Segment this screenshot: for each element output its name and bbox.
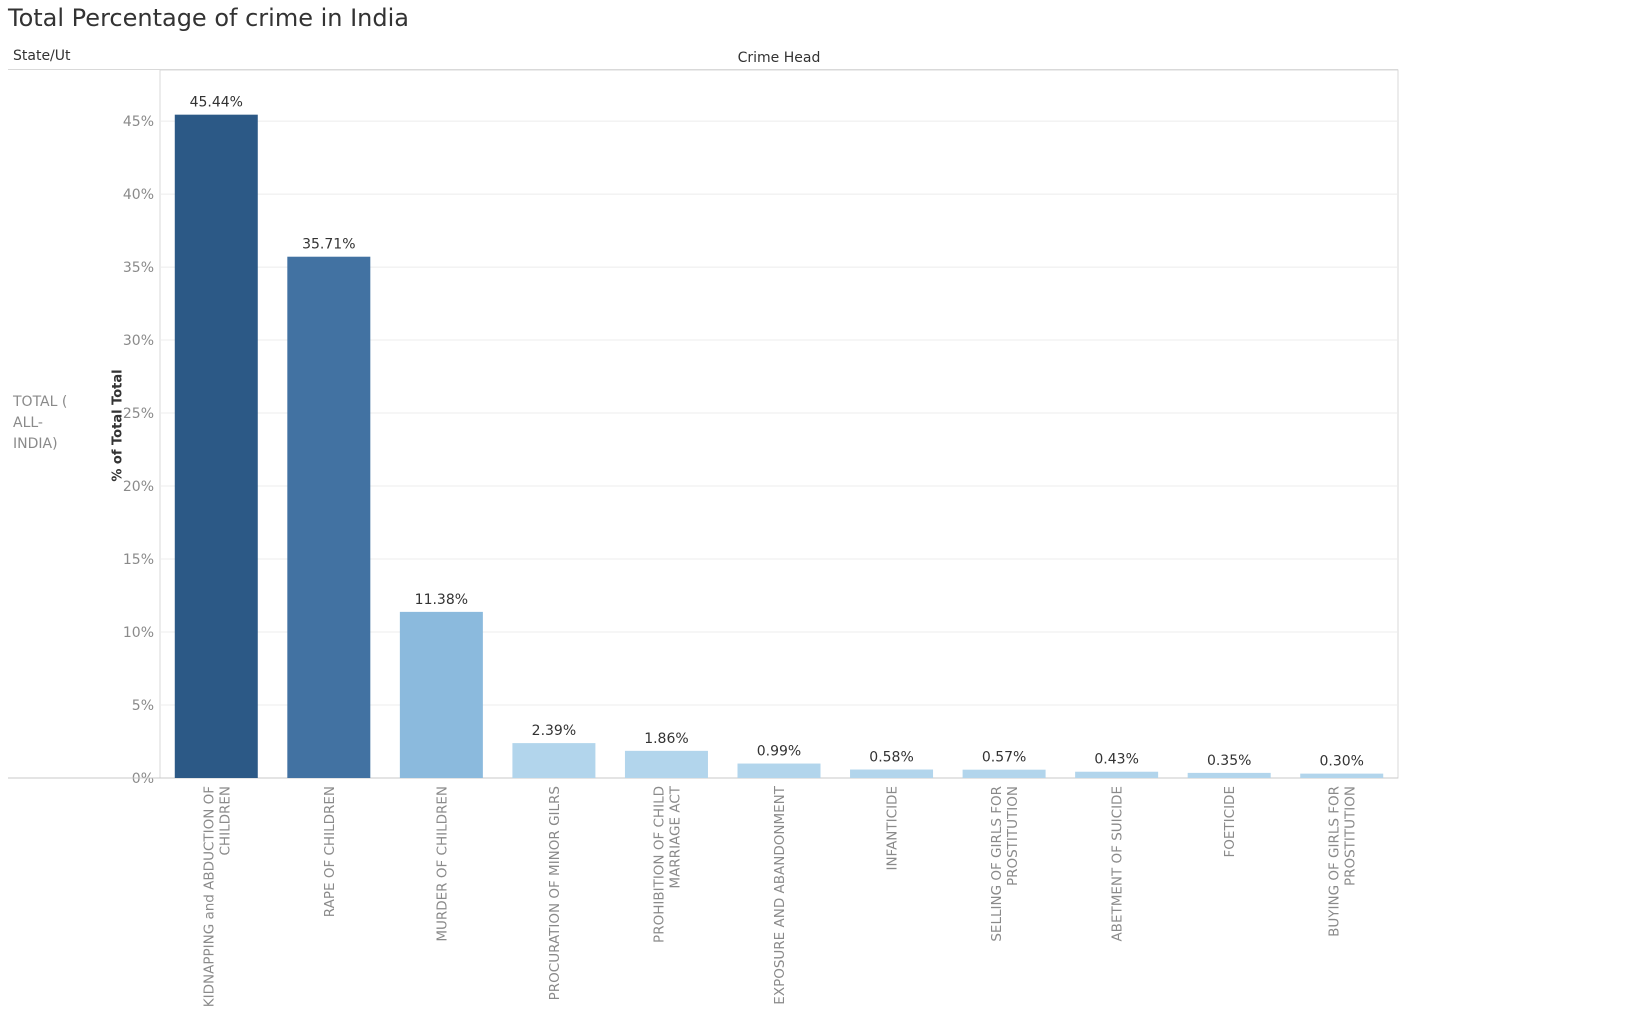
data-label: 45.44%	[190, 95, 243, 111]
bar	[1300, 773, 1384, 778]
x-category-label-line: FOETICIDE	[1222, 786, 1238, 857]
x-category-label-line: BUYING OF GIRLS FOR	[1327, 786, 1343, 937]
x-category-label: MURDER OF CHILDREN	[434, 786, 450, 942]
x-category-label-line: CHILDREN	[217, 786, 233, 855]
y-tick-label: 45%	[123, 114, 154, 130]
x-category-label: PROCURATION OF MINOR GILRS	[547, 786, 563, 1000]
y-tick-label: 15%	[123, 552, 154, 568]
x-category-label-line: PROHIBITION OF CHILD	[651, 786, 667, 943]
bar	[1075, 771, 1159, 778]
data-label: 0.58%	[869, 750, 913, 766]
x-category-label-line: KIDNAPPING and ABDUCTION OF	[201, 786, 217, 1007]
x-category-label-line: INFANTICIDE	[885, 786, 901, 871]
y-tick-label: 0%	[132, 771, 154, 787]
bar	[512, 743, 596, 778]
x-category-label: RAPE OF CHILDREN	[322, 786, 338, 917]
x-category-label: ABETMENT OF SUICIDE	[1110, 786, 1126, 942]
data-label: 1.86%	[644, 731, 688, 747]
x-category-label: BUYING OF GIRLS FOR PROSTITUTION	[1327, 786, 1359, 937]
row-label-total-all-india: TOTAL ( ALL- INDIA)	[13, 392, 73, 455]
data-label: 35.71%	[302, 237, 355, 253]
data-label: 0.43%	[1094, 752, 1138, 768]
data-label: 0.35%	[1207, 753, 1251, 769]
row-label-line: INDIA)	[13, 436, 58, 452]
x-category-label-line: PROSTITUTION	[1005, 786, 1021, 886]
data-label: 0.30%	[1319, 754, 1363, 770]
x-category-label: INFANTICIDE	[885, 786, 901, 871]
x-category-label: PROHIBITION OF CHILD MARRIAGE ACT	[651, 785, 683, 943]
x-category-label: SELLING OF GIRLS FOR PROSTITUTION	[989, 786, 1021, 942]
x-category-label: EXPOSURE AND ABANDONMENT	[772, 785, 788, 1004]
data-label: 2.39%	[532, 723, 576, 739]
bar	[850, 769, 934, 778]
x-category-label-line: MURDER OF CHILDREN	[434, 786, 450, 942]
column-header-crime-head: Crime Head	[737, 50, 821, 66]
bar	[287, 256, 371, 778]
row-header-state-ut: State/Ut	[13, 48, 71, 64]
x-category-label: FOETICIDE	[1222, 786, 1238, 857]
x-category-label-line: RAPE OF CHILDREN	[322, 786, 338, 917]
y-tick-label: 20%	[123, 479, 154, 495]
x-category-label-line: MARRIAGE ACT	[667, 785, 683, 888]
x-category-label-line: SELLING OF GIRLS FOR	[989, 786, 1005, 942]
y-tick-label: 5%	[132, 698, 154, 714]
bar	[624, 750, 708, 778]
x-category-label-line: PROSTITUTION	[1343, 786, 1359, 886]
row-label-line: ALL-	[13, 415, 43, 431]
x-category-label: KIDNAPPING and ABDUCTION OF CHILDREN	[201, 786, 233, 1007]
page-title: Total Percentage of crime in India	[8, 4, 409, 32]
y-tick-label: 40%	[123, 187, 154, 203]
y-tick-label: 10%	[123, 625, 154, 641]
bar	[962, 769, 1046, 778]
y-tick-label: 30%	[123, 333, 154, 349]
x-category-label-line: EXPOSURE AND ABANDONMENT	[772, 785, 788, 1004]
bar	[1187, 772, 1271, 778]
y-tick-label: 35%	[123, 260, 154, 276]
y-tick-label: 25%	[123, 406, 154, 422]
data-label: 11.38%	[415, 592, 468, 608]
x-category-label-line: ABETMENT OF SUICIDE	[1110, 786, 1126, 942]
bar	[174, 114, 258, 779]
data-label: 0.57%	[982, 750, 1026, 766]
bar	[399, 611, 483, 778]
data-label: 0.99%	[757, 744, 801, 760]
x-category-label-line: PROCURATION OF MINOR GILRS	[547, 786, 563, 1000]
row-label-line: TOTAL (	[13, 394, 68, 410]
bar	[737, 763, 821, 778]
